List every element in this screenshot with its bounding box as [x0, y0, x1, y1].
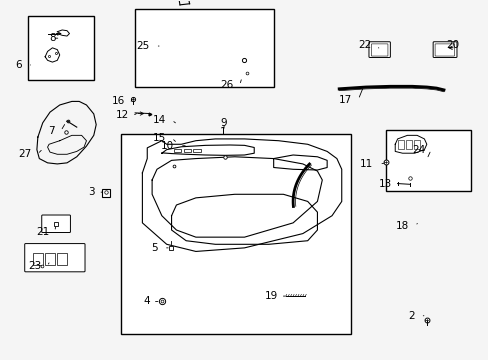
Text: 18: 18 — [395, 221, 408, 231]
FancyBboxPatch shape — [368, 42, 389, 58]
Text: 13: 13 — [378, 179, 391, 189]
Text: 26: 26 — [220, 80, 233, 90]
Bar — [413, 140, 419, 149]
Bar — [183, 149, 191, 152]
Text: 21: 21 — [36, 227, 49, 237]
Bar — [45, 253, 55, 265]
Bar — [193, 149, 201, 152]
Bar — [397, 140, 403, 149]
Text: 25: 25 — [136, 41, 149, 51]
Text: 9: 9 — [220, 118, 227, 128]
Text: 16: 16 — [112, 96, 125, 107]
Bar — [174, 149, 181, 152]
FancyBboxPatch shape — [25, 244, 85, 272]
FancyBboxPatch shape — [371, 44, 387, 56]
Bar — [135, 9, 273, 87]
Text: 22: 22 — [358, 40, 371, 50]
Bar — [57, 253, 67, 265]
Text: 19: 19 — [264, 291, 277, 301]
Text: 6: 6 — [15, 60, 22, 70]
Text: 12: 12 — [115, 110, 128, 120]
Bar — [28, 16, 94, 80]
Text: 7: 7 — [48, 126, 55, 136]
Text: 20: 20 — [446, 40, 458, 50]
Bar — [385, 130, 469, 191]
Text: 10: 10 — [161, 141, 174, 151]
Text: 11: 11 — [359, 158, 372, 168]
FancyBboxPatch shape — [434, 44, 454, 56]
Text: 5: 5 — [151, 243, 158, 253]
FancyBboxPatch shape — [432, 42, 456, 58]
Text: 14: 14 — [152, 115, 165, 125]
Text: 27: 27 — [18, 149, 31, 159]
Bar — [405, 140, 411, 149]
Text: 8: 8 — [49, 33, 56, 43]
Text: 3: 3 — [88, 187, 95, 197]
Text: 4: 4 — [143, 296, 149, 306]
Text: 2: 2 — [407, 311, 414, 321]
Text: 23: 23 — [28, 261, 41, 271]
Text: 24: 24 — [411, 145, 425, 155]
Bar — [33, 253, 42, 265]
FancyBboxPatch shape — [41, 215, 70, 233]
Text: 1: 1 — [219, 127, 226, 137]
FancyBboxPatch shape — [120, 134, 351, 334]
Text: 17: 17 — [339, 95, 352, 105]
Text: 15: 15 — [152, 133, 165, 143]
